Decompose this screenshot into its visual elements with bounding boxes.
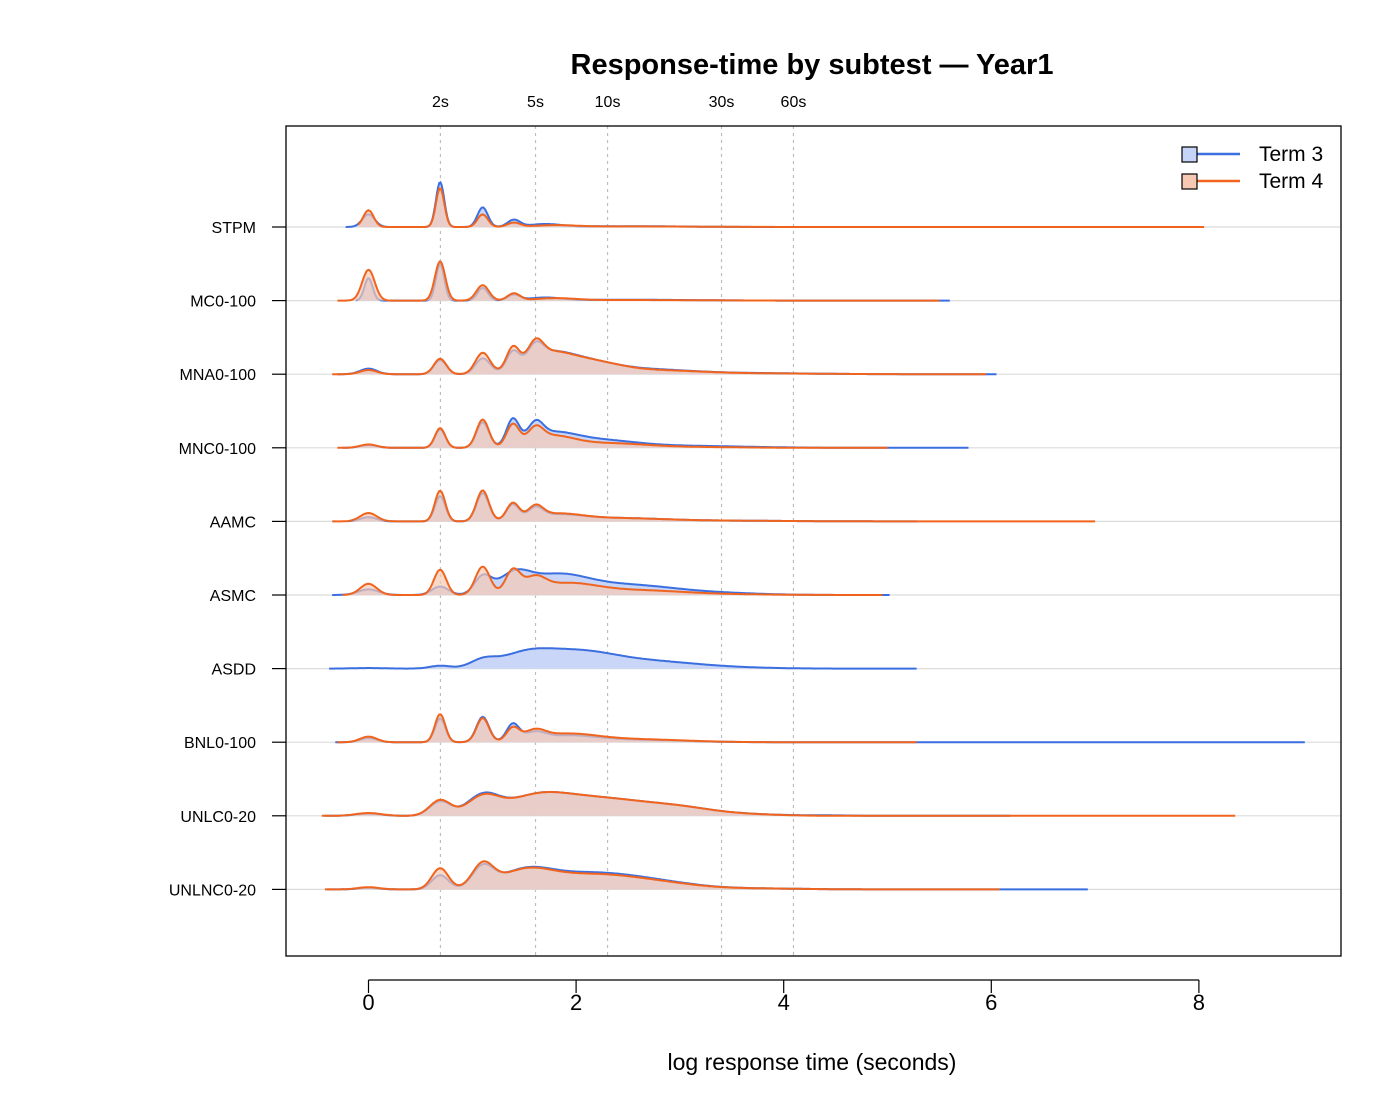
density-area-term-4	[332, 490, 1096, 522]
density-area-term-4	[337, 714, 917, 743]
legend-swatch	[1181, 173, 1198, 190]
top-axis-tick-label: 60s	[781, 94, 807, 111]
x-axis-tick-label: 0	[362, 990, 374, 1015]
x-axis-tick-label: 4	[778, 990, 790, 1015]
density-area-term-4	[321, 792, 1236, 816]
density-line-term-4	[337, 418, 888, 449]
ridge-stpm	[345, 181, 1205, 228]
y-axis-tick-label: STPM	[212, 220, 256, 237]
legend-label: Term 4	[1259, 170, 1324, 193]
top-axis-tick-label: 2s	[432, 94, 449, 111]
y-axis: STPM MC0-100 MNA0-100 MNC0-100 AAMC ASMC ASDD B…	[169, 220, 286, 899]
ridge-mna0-100	[332, 337, 997, 376]
top-axis-tick-label: 5s	[527, 94, 544, 111]
y-axis-tick-label: UNLNC0-20	[169, 882, 256, 899]
y-axis-tick-label: BNL0-100	[184, 735, 256, 752]
density-line-term-4	[357, 187, 1205, 228]
ridge-mnc0-100	[337, 417, 969, 449]
ridge-aamc	[332, 489, 1096, 523]
y-axis-tick-label: MC0-100	[190, 294, 256, 311]
chart-title: Response-time by subtest — Year1	[571, 49, 1054, 81]
y-axis-tick-label: ASDD	[212, 662, 256, 679]
x-axis-label: log response time (seconds)	[668, 1049, 957, 1075]
density-line-term-4	[337, 260, 940, 302]
ridge-unlnc0-20	[324, 860, 1088, 891]
x-axis: 0 2 4 6 8	[362, 979, 1205, 1015]
density-area-term-4	[337, 261, 940, 301]
density-line-term-4	[342, 565, 883, 596]
x-axis-tick-label: 8	[1193, 990, 1205, 1015]
ridge-asdd	[329, 647, 917, 670]
density-line-term-4	[324, 860, 1000, 891]
density-area-term-4	[324, 861, 1000, 890]
x-axis-tick-label: 6	[985, 990, 997, 1015]
y-axis-tick-label: MNA0-100	[180, 367, 257, 384]
density-area-term-4	[358, 188, 1205, 227]
ridge-asmc	[332, 565, 890, 596]
y-axis-tick-label: AAMC	[210, 514, 256, 531]
ridge-mc0-100	[337, 260, 950, 302]
legend: Term 3 Term 4	[1181, 143, 1324, 193]
x-axis-tick-label: 2	[570, 990, 582, 1015]
density-area-term-4	[337, 419, 888, 448]
y-axis-tick-label: UNLC0-20	[180, 809, 256, 826]
density-line-term-4	[337, 713, 917, 744]
density-line-term-4	[321, 791, 1236, 817]
y-axis-tick-label: ASMC	[210, 588, 256, 605]
density-line-term-3	[329, 647, 917, 670]
y-axis-tick-label: MNC0-100	[179, 441, 256, 458]
density-line-term-4	[332, 489, 1096, 523]
legend-swatch	[1181, 146, 1198, 163]
density-area-term-4	[342, 566, 883, 595]
top-axis-tick-label: 30s	[709, 94, 735, 111]
plot-frame	[285, 125, 1342, 957]
legend-label: Term 3	[1259, 143, 1323, 166]
ridge-bnl0-100	[335, 713, 1305, 744]
density-area-term-3	[329, 648, 917, 669]
top-axis: 2s 5s 10s 30s 60s	[432, 94, 806, 111]
density-line-term-4	[332, 337, 987, 376]
legend-item: Term 4	[1181, 170, 1324, 193]
top-axis-tick-label: 10s	[595, 94, 621, 111]
top-axis-reference-lines	[286, 126, 1341, 956]
ridge-unlc0-20	[321, 791, 1236, 817]
ridges	[321, 181, 1305, 891]
legend-item: Term 3	[1181, 143, 1323, 166]
